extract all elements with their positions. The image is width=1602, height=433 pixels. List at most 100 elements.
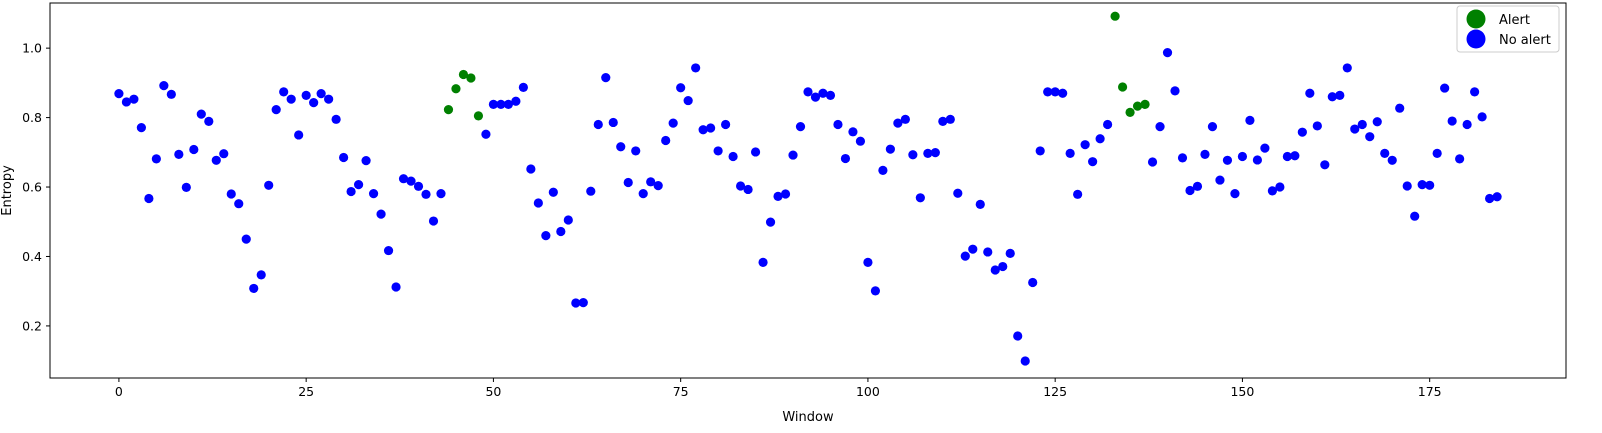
no-alert-point: [1365, 132, 1375, 142]
no-alert-point: [863, 257, 873, 267]
no-alert-point: [144, 193, 154, 204]
no-alert-point: [1492, 192, 1502, 202]
no-alert-point: [1020, 356, 1030, 366]
x-axis: 0 25 50 75 100 125 150 175: [115, 378, 1442, 399]
alert-point: [466, 73, 476, 83]
no-alert-point: [391, 282, 401, 292]
no-alert-point: [855, 136, 866, 146]
no-alert-point: [900, 114, 910, 124]
alert-point: [1125, 107, 1135, 117]
no-alert-point: [1417, 179, 1427, 190]
alert-point: [443, 104, 454, 115]
no-alert-point: [683, 95, 693, 106]
no-alert-point: [840, 153, 851, 164]
no-alert-point: [1380, 148, 1390, 158]
no-alert-point: [825, 90, 836, 100]
no-alert-point: [301, 90, 311, 100]
no-alert-point: [1065, 148, 1075, 158]
no-alert-point: [1088, 157, 1098, 167]
no-alert-point: [691, 63, 701, 73]
no-alert-point: [428, 216, 439, 226]
no-alert-point: [339, 152, 349, 163]
no-alert-point: [758, 257, 768, 267]
no-alert-point: [938, 116, 948, 127]
no-alert-point: [1327, 92, 1337, 102]
no-alert-point: [893, 118, 903, 128]
no-alert-point: [481, 129, 491, 139]
no-alert-point: [795, 122, 806, 132]
no-alert-point: [608, 117, 618, 128]
no-alert-point: [196, 109, 206, 119]
no-alert-point: [488, 99, 499, 109]
no-alert-point: [1290, 151, 1300, 161]
no-alert-point: [1410, 211, 1420, 221]
no-alert-point: [189, 144, 199, 155]
legend-label-no-alert: No alert: [1499, 33, 1551, 48]
no-alert-point: [1395, 103, 1405, 113]
x-tick-label: 0: [115, 384, 123, 399]
no-alert-point: [114, 89, 124, 99]
no-alert-point: [1342, 63, 1352, 73]
legend-marker-no-alert: [1466, 29, 1486, 49]
no-alert-point: [368, 189, 379, 199]
no-alert-point: [930, 148, 940, 158]
no-alert-point: [1455, 154, 1465, 164]
x-tick-label: 100: [856, 384, 880, 399]
no-alert-point: [496, 99, 506, 109]
no-alert-point: [511, 96, 521, 106]
no-alert-point: [1185, 185, 1195, 196]
no-alert-point: [1350, 124, 1360, 134]
no-alert-point: [1470, 87, 1480, 97]
no-alert-point: [1372, 117, 1382, 127]
no-alert-point: [1335, 90, 1345, 100]
no-alert-point: [1177, 153, 1188, 163]
legend-label-alert: Alert: [1499, 13, 1530, 28]
no-alert-point: [1477, 112, 1487, 122]
no-alert-point: [870, 286, 881, 296]
no-alert-point: [518, 82, 528, 92]
no-alert-point: [1432, 148, 1442, 158]
no-alert-point: [503, 99, 513, 109]
no-alert-point: [728, 151, 738, 162]
no-alert-point: [571, 298, 581, 308]
no-alert-point: [563, 215, 573, 225]
x-tick-label: 125: [1043, 384, 1067, 399]
no-alert-point: [1013, 331, 1023, 341]
no-alert-point: [773, 191, 783, 202]
no-alert-point: [1005, 248, 1015, 258]
no-alert-point: [1297, 127, 1307, 137]
no-alert-point: [159, 81, 169, 91]
no-alert-point: [653, 181, 663, 191]
no-alert-point: [1245, 115, 1255, 125]
no-alert-point: [1192, 181, 1203, 191]
no-alert-point: [983, 247, 993, 257]
alert-point: [1140, 99, 1150, 109]
no-alert-point: [204, 116, 214, 127]
no-alert-point: [398, 174, 409, 184]
no-alert-point: [256, 270, 266, 280]
no-alert-point: [908, 150, 918, 160]
no-alert-point: [264, 180, 274, 190]
no-alert-point: [1440, 83, 1450, 93]
no-alert-point: [1222, 155, 1233, 165]
no-alert-point: [1282, 151, 1292, 162]
alert-point: [1132, 101, 1143, 111]
y-axis-label: Entropy: [0, 165, 15, 216]
no-alert-point: [1050, 87, 1060, 97]
no-alert-point: [743, 184, 753, 195]
no-alert-point: [668, 118, 678, 128]
no-alert-point: [436, 189, 446, 199]
no-alert-point: [661, 135, 671, 146]
no-alert-point: [1267, 186, 1277, 196]
no-alert-point: [151, 154, 161, 164]
alert-point: [473, 111, 484, 121]
x-axis-label: Window: [782, 410, 834, 425]
no-alert-point: [780, 189, 791, 199]
no-alert-point: [324, 94, 334, 104]
no-alert-point: [361, 156, 371, 166]
no-alert-point: [998, 261, 1008, 272]
alert-point: [451, 84, 461, 94]
no-alert-point: [593, 119, 603, 130]
no-alert-point: [1058, 88, 1068, 98]
